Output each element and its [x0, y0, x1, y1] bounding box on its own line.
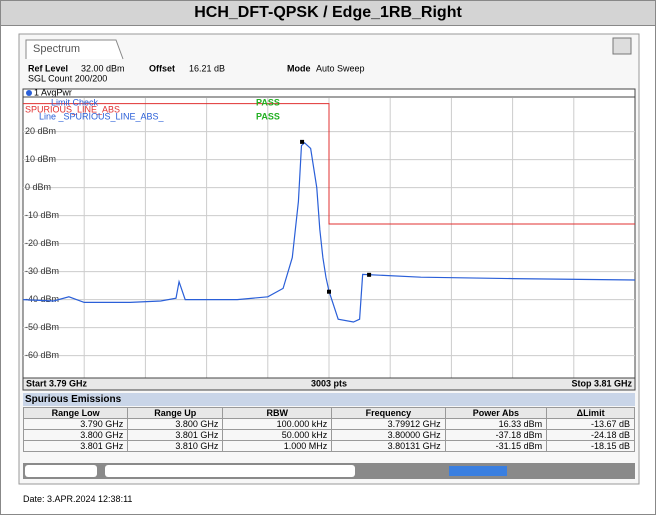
limit-line: [23, 103, 635, 225]
col-header: RBW: [222, 407, 333, 419]
stop: Stop 3.81 GHz: [571, 378, 632, 388]
cell: 3.810 GHz: [127, 440, 224, 452]
y-tick-label: -40 dBm: [25, 294, 59, 304]
points: 3003 pts: [311, 378, 347, 388]
col-header: ΔLimit: [546, 407, 635, 419]
line-pass: PASS: [256, 111, 280, 121]
icon[interactable]: [612, 37, 632, 55]
trace-dot: [26, 90, 32, 96]
trace: [22, 141, 636, 323]
marker: [327, 289, 331, 294]
cell: -31.15 dBm: [444, 440, 548, 452]
freq-bar: [22, 377, 636, 391]
y-tick-label: 10 dBm: [25, 154, 56, 164]
y-tick-label: -20 dBm: [25, 238, 59, 248]
count: SGL Count 200/200: [28, 73, 107, 83]
cell: 16.33 dBm: [444, 418, 548, 430]
title: HCH_DFT-QPSK / Edge_1RB_Right: [1, 1, 655, 26]
marker: [367, 272, 372, 277]
tab-label[interactable]: Spectrum: [33, 43, 80, 55]
col-header: Range Up: [127, 407, 224, 419]
limit-pass: PASS: [256, 97, 280, 107]
cell: 3.800 GHz: [22, 429, 129, 441]
cell: 3.801 GHz: [127, 429, 224, 441]
cell: -13.67 dB: [546, 418, 635, 430]
cell: 3.80000 GHz: [331, 429, 446, 441]
status-box[interactable]: [105, 465, 355, 477]
cell: -18.15 dB: [546, 440, 635, 452]
line-label: Line _SPURIOUS_LINE_ABS_: [39, 111, 165, 121]
cell: 50.000 kHz: [222, 429, 333, 441]
cell: 3.80131 GHz: [331, 440, 446, 452]
cell: 1.000 MHz: [222, 440, 333, 452]
limit-name: SPURIOUS_LINE_ABS: [25, 104, 120, 114]
y-tick-label: -60 dBm: [25, 350, 59, 360]
y-tick-label: 20 dBm: [25, 126, 56, 136]
cell: -24.18 dB: [546, 429, 635, 441]
cell: -37.18 dBm: [444, 429, 548, 441]
progress: [449, 466, 507, 476]
y-tick-label: -30 dBm: [25, 266, 59, 276]
cell: 3.800 GHz: [127, 418, 224, 430]
date: Date: 3.APR.2024 12:38:11: [23, 494, 133, 504]
table-title: Spurious Emissions: [23, 393, 635, 406]
cell: 3.790 GHz: [22, 418, 129, 430]
ref-label: Ref Level: [28, 63, 68, 73]
y-tick-label: -50 dBm: [25, 322, 59, 332]
limit-check: Limit Check: [51, 97, 99, 107]
table: Range Low Range Up RBW Frequency Power Abs ΔL…: [22, 407, 635, 452]
y-tick-label: 0 dBm: [25, 182, 51, 192]
mode-label: Mode: [287, 63, 311, 73]
tab[interactable]: [25, 39, 124, 60]
col-header: Frequency: [331, 407, 446, 419]
marker: [300, 139, 305, 144]
y-tick-label: -10 dBm: [25, 210, 59, 220]
trace-label: 1 AvgPwr: [34, 87, 72, 97]
start: Start 3.79 GHz: [26, 378, 88, 388]
offset: 16.21 dB: [189, 63, 225, 73]
cell: 3.79912 GHz: [331, 418, 446, 430]
status-box[interactable]: [25, 465, 97, 477]
cell: 3.801 GHz: [22, 440, 129, 452]
col-header: Range Low: [22, 407, 129, 419]
mode: Auto Sweep: [316, 63, 365, 73]
cell: 100.000 kHz: [222, 418, 333, 430]
col-header: Power Abs: [444, 407, 548, 419]
ref: 32.00 dBm: [81, 63, 125, 73]
offset-label: Offset: [149, 63, 175, 73]
